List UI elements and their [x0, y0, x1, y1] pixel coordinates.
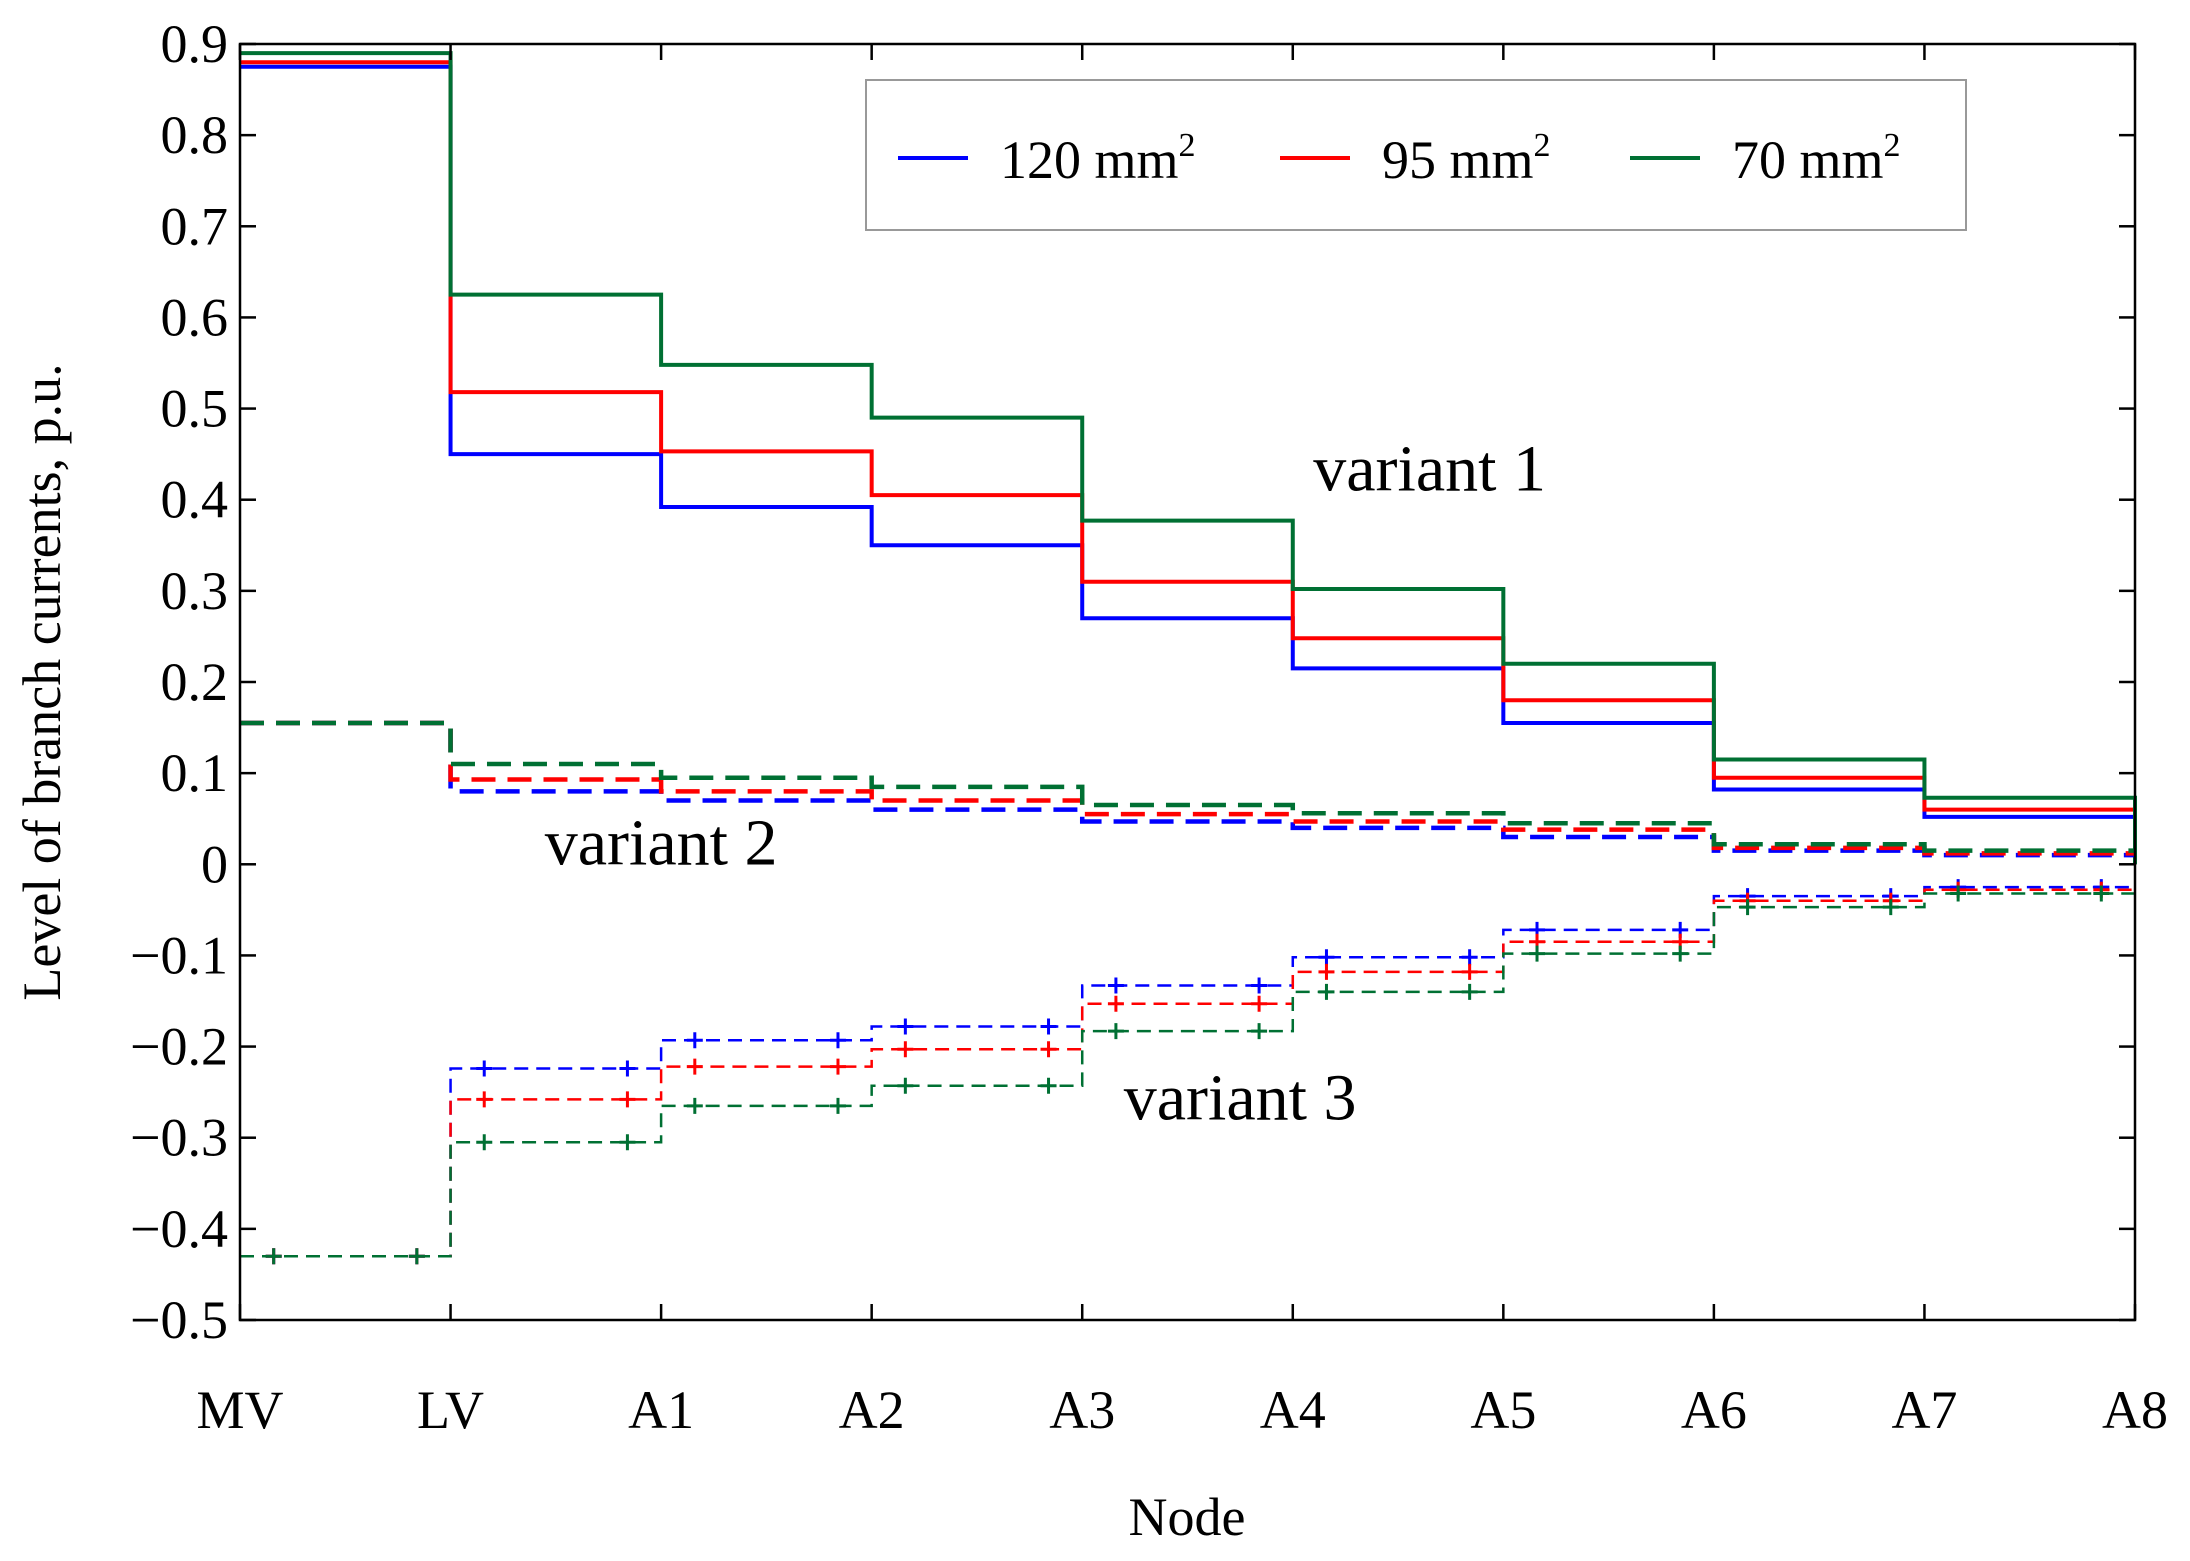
- series-marker-7-5: [1461, 963, 1478, 980]
- series-marker-8-7: [1882, 899, 1899, 916]
- series-marker-6-1: [476, 1060, 493, 1077]
- series-marker-7-4: [1251, 995, 1268, 1012]
- series-marker-7-2: [829, 1058, 846, 1075]
- series-marker-8-6: [1672, 945, 1689, 962]
- series-marker-7-4: [1107, 995, 1124, 1012]
- y-tick-label: 0.1: [161, 743, 229, 803]
- series-line-7: [240, 888, 2135, 1258]
- y-tick-label: 0.5: [161, 379, 229, 439]
- variant-annotation: variant 1: [1313, 433, 1546, 506]
- x-tick-label: MV: [196, 1380, 283, 1440]
- series-marker-8-3: [1040, 1077, 1057, 1094]
- y-axis-title: Level of branch currents, p.u.: [12, 363, 72, 1000]
- x-tick-label: A1: [628, 1380, 694, 1440]
- y-tick-label: 0.7: [161, 196, 229, 256]
- y-tick-label: −0.2: [130, 1017, 228, 1077]
- series-marker-8-2: [686, 1097, 703, 1114]
- series-marker-8-3: [897, 1077, 914, 1094]
- y-tick-label: 0.4: [161, 470, 229, 530]
- series-marker-8-6: [1529, 945, 1546, 962]
- series-marker-8-0: [408, 1248, 425, 1265]
- series-marker-7-3: [897, 1041, 914, 1058]
- y-tick-label: 0.3: [161, 561, 229, 621]
- series-marker-8-7: [1739, 899, 1756, 916]
- legend-box: [865, 79, 1967, 231]
- series-marker-6-2: [686, 1032, 703, 1049]
- series-marker-7-5: [1318, 963, 1335, 980]
- series-marker-6-1: [619, 1060, 636, 1077]
- x-tick-label: A6: [1681, 1380, 1747, 1440]
- series-marker-6-4: [1251, 977, 1268, 994]
- annotations: variant 1 variant 2 variant 3: [545, 433, 1546, 1135]
- series-marker-8-5: [1318, 983, 1335, 1000]
- series-marker-6-3: [1040, 1018, 1057, 1035]
- ticks-layer: 0.9 0.8 0.7 0.6 0.5 0.4 0.3 0.2 0.1 0 −0.1 −0.2 −0.3…: [130, 14, 2168, 1440]
- series-marker-8-8: [2093, 885, 2110, 902]
- series-marker-6-5: [1461, 949, 1478, 966]
- y-tick-label: 0.2: [161, 652, 229, 712]
- x-tick-label: LV: [417, 1380, 484, 1440]
- x-tick-label: A3: [1049, 1380, 1115, 1440]
- series-marker-6-5: [1318, 949, 1335, 966]
- x-tick-label: A5: [1470, 1380, 1536, 1440]
- series-marker-6-3: [897, 1018, 914, 1035]
- series-marker-7-1: [476, 1091, 493, 1108]
- series-marker-6-2: [829, 1032, 846, 1049]
- series-layer: [240, 51, 2137, 1265]
- series-marker-8-5: [1461, 983, 1478, 1000]
- series-marker-7-3: [1040, 1041, 1057, 1058]
- series-marker-8-8: [1950, 885, 1967, 902]
- x-tick-label: A8: [2102, 1380, 2168, 1440]
- legend-label: 95 mm2: [1382, 127, 1551, 190]
- series-line-5: [240, 720, 2135, 853]
- x-tick-label: A4: [1260, 1380, 1326, 1440]
- legend: 120 mm2 95 mm2 70 mm2: [865, 79, 1967, 231]
- y-tick-label: −0.5: [130, 1290, 228, 1350]
- legend-label: 120 mm2: [1000, 127, 1196, 190]
- y-tick-label: −0.3: [130, 1108, 228, 1168]
- legend-label: 70 mm2: [1732, 127, 1901, 190]
- series-line-2: [240, 51, 2137, 865]
- variant-annotation: variant 2: [545, 806, 778, 879]
- y-tick-label: −0.4: [130, 1199, 228, 1259]
- y-tick-label: 0: [201, 834, 228, 894]
- series-line-3: [240, 720, 2135, 858]
- variant-annotation: variant 3: [1124, 1061, 1357, 1134]
- x-tick-label: A2: [839, 1380, 905, 1440]
- series-marker-8-4: [1251, 1023, 1268, 1040]
- y-tick-label: −0.1: [130, 925, 228, 985]
- series-marker-6-4: [1107, 977, 1124, 994]
- x-tick-label: A7: [1891, 1380, 1957, 1440]
- y-tick-label: 0.9: [161, 14, 229, 74]
- y-tick-label: 0.6: [161, 287, 229, 347]
- y-tick-label: 0.8: [161, 105, 229, 165]
- series-marker-8-2: [829, 1097, 846, 1114]
- series-marker-8-1: [476, 1134, 493, 1151]
- series-marker-8-0: [265, 1248, 282, 1265]
- series-marker-8-1: [619, 1134, 636, 1151]
- series-marker-8-4: [1107, 1023, 1124, 1040]
- x-axis-title: Node: [1129, 1487, 1246, 1547]
- series-marker-7-1: [619, 1091, 636, 1108]
- series-marker-7-2: [686, 1058, 703, 1075]
- series-line-4: [240, 720, 2135, 856]
